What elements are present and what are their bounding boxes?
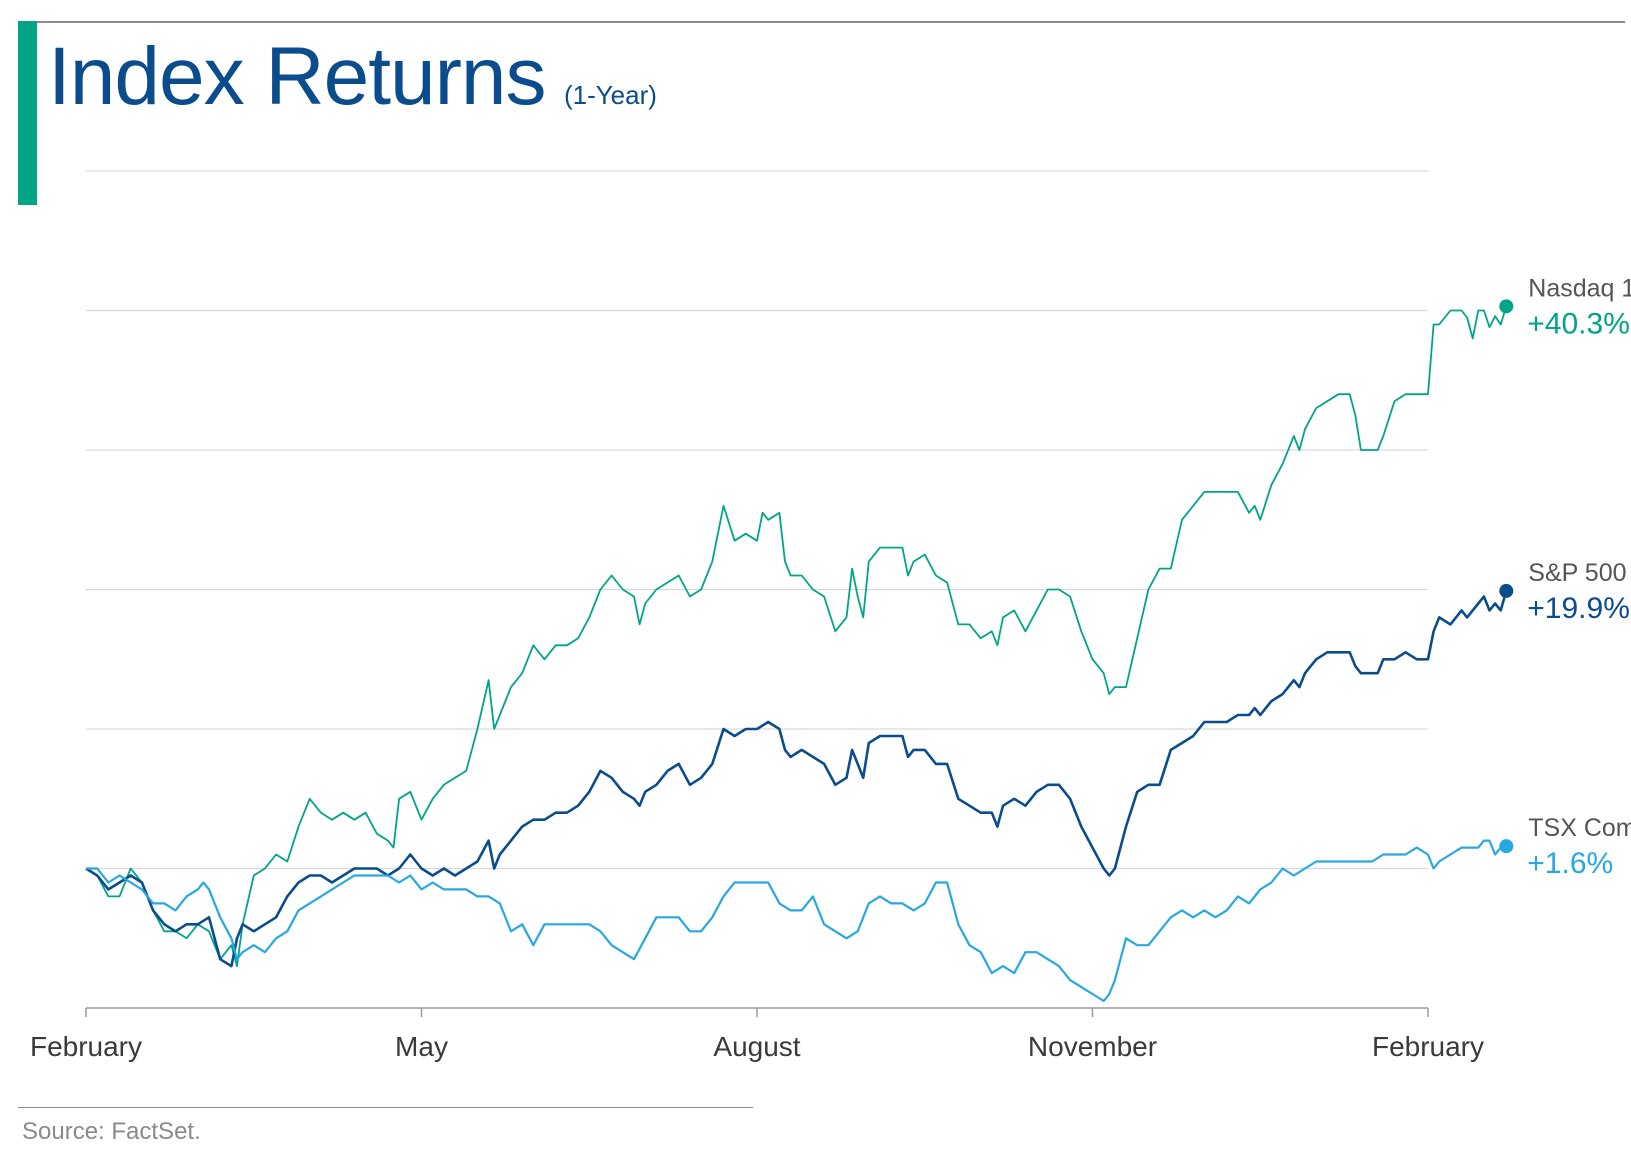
page-title: Index Returns bbox=[48, 31, 546, 122]
x-tick-label: February bbox=[30, 1031, 142, 1062]
series-end-marker-s-p-500 bbox=[1499, 583, 1514, 598]
source-note: Source: FactSet. bbox=[22, 1118, 201, 1145]
x-tick-label: February bbox=[1372, 1031, 1484, 1062]
end-labels: Nasdaq 100 +40.3% S&P 500 +19.9% TSX Comp. +1… bbox=[1499, 274, 1631, 880]
gridlines bbox=[86, 170, 1428, 870]
x-tick-label: August bbox=[713, 1031, 800, 1062]
x-tick-label: May bbox=[395, 1031, 448, 1062]
series-name-nasdaq-100: Nasdaq 100 bbox=[1528, 274, 1631, 302]
series-value-tsx-comp: +1.6% bbox=[1527, 847, 1613, 880]
series-value-s-p-500: +19.9% bbox=[1527, 592, 1630, 625]
series-line-tsx-comp bbox=[86, 839, 1507, 1003]
series-name-tsx-comp: TSX Comp. bbox=[1528, 814, 1631, 842]
page-subtitle: (1-Year) bbox=[563, 80, 657, 110]
accent-bar bbox=[18, 21, 37, 205]
series-end-marker-tsx-comp bbox=[1499, 839, 1514, 854]
series-line-s-p-500 bbox=[85, 590, 1508, 968]
series-name-s-p-500: S&P 500 bbox=[1528, 559, 1626, 587]
source-rule bbox=[18, 1107, 753, 1108]
x-axis: February May August November February bbox=[30, 1007, 1484, 1062]
top-rule bbox=[18, 21, 1625, 23]
series-value-nasdaq-100: +40.3% bbox=[1527, 307, 1630, 340]
title-block: Index Returns (1-Year) bbox=[48, 30, 657, 124]
series-lines bbox=[85, 306, 1508, 1003]
series-line-nasdaq-100 bbox=[85, 306, 1508, 967]
x-tick-label: November bbox=[1028, 1031, 1157, 1062]
series-end-marker-nasdaq-100 bbox=[1499, 299, 1514, 314]
